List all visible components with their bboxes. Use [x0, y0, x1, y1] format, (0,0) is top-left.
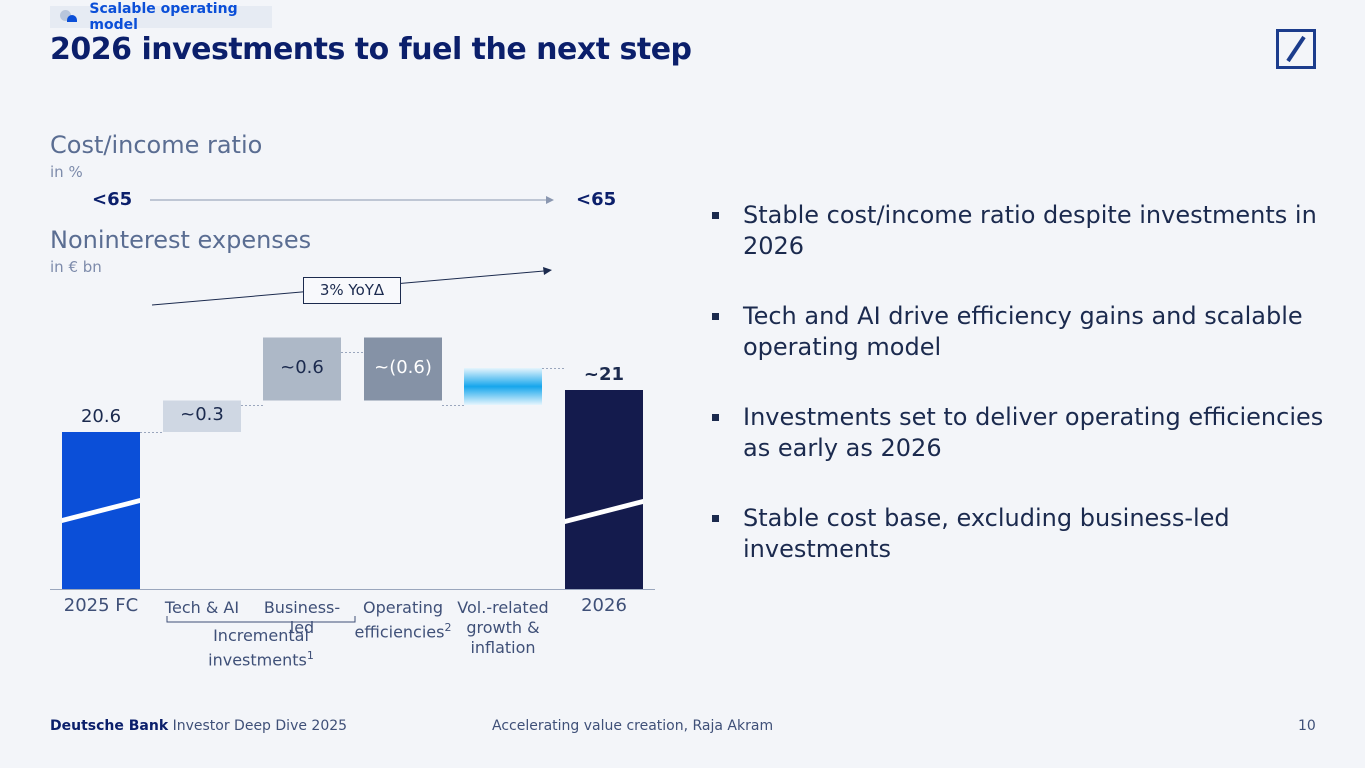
- cost-income-unit: in %: [50, 163, 83, 181]
- cost-income-title: Cost/income ratio: [50, 131, 263, 159]
- bullet-square-icon: [712, 212, 719, 219]
- bar-2: [263, 337, 341, 401]
- section-tag: Scalable operating model: [50, 1, 272, 33]
- bullet-item: Investments set to deliver operating eff…: [710, 402, 1330, 464]
- bar-value-label: ~21: [583, 364, 625, 385]
- nie-waterfall-chart: [50, 337, 655, 623]
- bar-5: [565, 390, 643, 589]
- category-label-text: 2026: [581, 595, 627, 616]
- bullet-item: Stable cost/income ratio despite investm…: [710, 200, 1330, 262]
- bullet-item: Tech and AI drive efficiency gains and s…: [710, 301, 1330, 363]
- cost-income-start-value: <65: [92, 189, 133, 210]
- category-label-text: Tech & AI: [164, 598, 240, 617]
- category-label-text: Vol.-related growth & inflation: [457, 598, 549, 657]
- nie-title: Noninterest expenses: [50, 226, 312, 254]
- incremental-bracket: [166, 616, 356, 623]
- category-label: Vol.-related growth & inflation: [453, 598, 553, 658]
- category-label: Business-led: [252, 598, 352, 638]
- bullet-text: Tech and AI drive efficiency gains and s…: [743, 302, 1303, 361]
- bar-1: [163, 400, 241, 432]
- category-label: 2025 FC: [56, 596, 146, 616]
- bullet-square-icon: [712, 313, 719, 320]
- bullet-text: Stable cost base, excluding business-led…: [743, 504, 1230, 563]
- footer-center: Accelerating value creation, Raja Akram: [492, 718, 774, 734]
- category-label-text: 2025 FC: [63, 595, 139, 616]
- cost-income-arrow: [150, 196, 554, 204]
- cost-income-end-value: <65: [576, 189, 617, 210]
- bullet-square-icon: [712, 515, 719, 522]
- bullet-text: Stable cost/income ratio despite investm…: [743, 201, 1317, 260]
- footer-event: Investor Deep Dive 2025: [172, 718, 348, 734]
- bullet-square-icon: [712, 414, 719, 421]
- bar-4: [464, 368, 542, 405]
- page-title: 2026 investments to fuel the next step: [50, 32, 692, 67]
- page-number: 10: [1298, 718, 1316, 734]
- key-points-list: Stable cost/income ratio despite investm…: [710, 200, 1330, 604]
- bar-3: [364, 337, 442, 401]
- footer-source: Deutsche Bank Investor Deep Dive 2025: [50, 718, 347, 734]
- category-label: 2026: [559, 596, 649, 616]
- incremental-investments-label: Incremental investments1: [191, 626, 331, 670]
- incremental-investments-text: Incremental investments: [208, 626, 309, 670]
- bar-value-label: ~0.6: [280, 357, 324, 378]
- bar-value-label: ~0.3: [180, 404, 224, 426]
- axis-break-5: [565, 499, 643, 524]
- bar-value-label: 20.6: [80, 406, 122, 427]
- axis-break-0: [62, 498, 140, 523]
- category-label-text: Business-led: [263, 598, 341, 637]
- category-label-text: Operating efficiencies: [354, 598, 445, 642]
- deutsche-bank-logo-icon: [1276, 29, 1316, 69]
- footnote-marker: 1: [306, 649, 314, 662]
- bar-value-label: ~(0.6): [374, 357, 432, 378]
- bullet-item: Stable cost base, excluding business-led…: [710, 503, 1330, 565]
- footnote-marker: 2: [444, 621, 452, 634]
- growth-label: 3% YoYΔ: [303, 277, 401, 304]
- section-tag-label: Scalable operating model: [89, 1, 238, 33]
- footer-brand: Deutsche Bank: [50, 718, 169, 734]
- bullet-text: Investments set to deliver operating eff…: [743, 403, 1324, 462]
- category-label: Tech & AI: [152, 598, 252, 618]
- chat-bubbles-icon: [50, 6, 77, 28]
- nie-unit: in € bn: [50, 258, 102, 276]
- category-label: Operating efficiencies2: [353, 598, 453, 642]
